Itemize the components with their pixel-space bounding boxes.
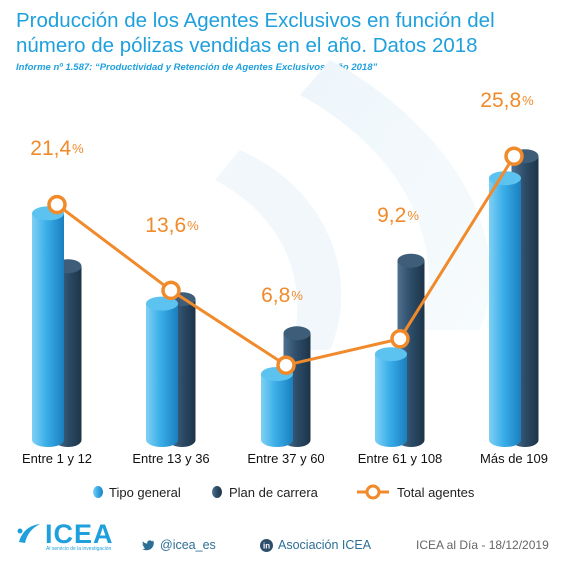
legend-item-total-agentes: Total agentes: [357, 484, 475, 500]
bar-plan-carrera-4-top: [397, 253, 425, 268]
bar-tipo-general-2: [146, 296, 178, 447]
svg-text:in: in: [263, 541, 270, 550]
bar-tipo-general-2-body: [146, 303, 178, 447]
logo-text: ICEA: [45, 519, 114, 549]
bar-tipo-general-1: [32, 206, 64, 447]
chart-subtitle: Informe nº 1.587: “Productividad y Reten…: [16, 62, 378, 73]
total-agentes-point-inner-5: [511, 153, 517, 160]
twitter-link[interactable]: @icea_es: [142, 538, 216, 552]
twitter-handle: @icea_es: [160, 538, 216, 552]
legend-label-plan-carrera: Plan de carrera: [229, 485, 319, 500]
bar-plan-carrera-3-top: [283, 326, 311, 341]
total-agentes-point-inner-1: [54, 201, 60, 208]
icea-logo-icon: [17, 524, 40, 543]
legend-item-tipo-general: Tipo general: [93, 485, 181, 500]
linkedin-link[interactable]: in Asociación ICEA: [260, 538, 371, 552]
bar-tipo-general-4: [375, 347, 407, 447]
labels-layer: 21,4% 13,6% 6,8% 9,2% 25,8%: [30, 89, 534, 307]
category-labels: Entre 1 y 12 Entre 13 y 36 Entre 37 y 60 En…: [22, 451, 548, 466]
category-label-1: Entre 1 y 12: [22, 451, 92, 466]
data-label-4: 9,2%: [377, 204, 419, 227]
total-agentes-point-inner-3: [283, 362, 289, 369]
legend-swatch-plan-carrera: [212, 486, 222, 498]
category-label-3: Entre 37 y 60: [247, 451, 324, 466]
legend-item-plan-carrera: Plan de carrera: [212, 485, 319, 500]
bar-tipo-general-4-body: [375, 354, 407, 447]
background-watermark: [300, 60, 491, 330]
legend-label-total-agentes: Total agentes: [397, 485, 475, 500]
chart-title: Producción de los Agentes Exclusivos en …: [16, 9, 495, 57]
publication-date: ICEA al Día - 18/12/2019: [416, 538, 549, 552]
bar-tipo-general-3: [261, 367, 293, 447]
line-layer: [47, 146, 524, 375]
footer: ICEA Al servicio de la investigación @ic…: [0, 515, 567, 567]
legend: Tipo general Plan de carrera Total agent…: [93, 484, 475, 500]
bar-tipo-general-1-body: [32, 213, 64, 447]
linkedin-name: Asociación ICEA: [278, 538, 372, 552]
legend-swatch-marker: [365, 484, 381, 500]
data-label-2: 13,6%: [145, 214, 199, 237]
twitter-icon: [142, 539, 155, 550]
bar-tipo-general-5: [489, 171, 521, 447]
legend-swatch-tipo-general: [93, 486, 103, 498]
bar-tipo-general-5-body: [489, 178, 521, 447]
chart: 21,4%13,6%6,8%9,2%25,8% Entre 1 y 12 Entr…: [22, 60, 548, 500]
logo-tagline: Al servicio de la investigación: [46, 546, 112, 552]
category-label-2: Entre 13 y 36: [132, 451, 209, 466]
data-label-1: 21,4%: [30, 137, 84, 160]
linkedin-icon: in: [260, 538, 273, 552]
total-agentes-point-inner-2: [168, 287, 174, 294]
bar-tipo-general-4-top: [375, 347, 407, 362]
bar-tipo-general-3-body: [261, 374, 293, 447]
legend-label-tipo-general: Tipo general: [109, 485, 181, 500]
category-label-5: Más de 109: [480, 451, 548, 466]
icea-logo[interactable]: ICEA: [16, 519, 114, 549]
data-label-5: 25,8%: [480, 89, 534, 112]
category-label-4: Entre 61 y 108: [358, 451, 443, 466]
total-agentes-point-inner-4: [397, 335, 403, 342]
data-label-3: 6,8%: [261, 284, 303, 307]
bar-tipo-general-2-top: [146, 296, 178, 311]
background-watermark-2: [215, 150, 342, 350]
